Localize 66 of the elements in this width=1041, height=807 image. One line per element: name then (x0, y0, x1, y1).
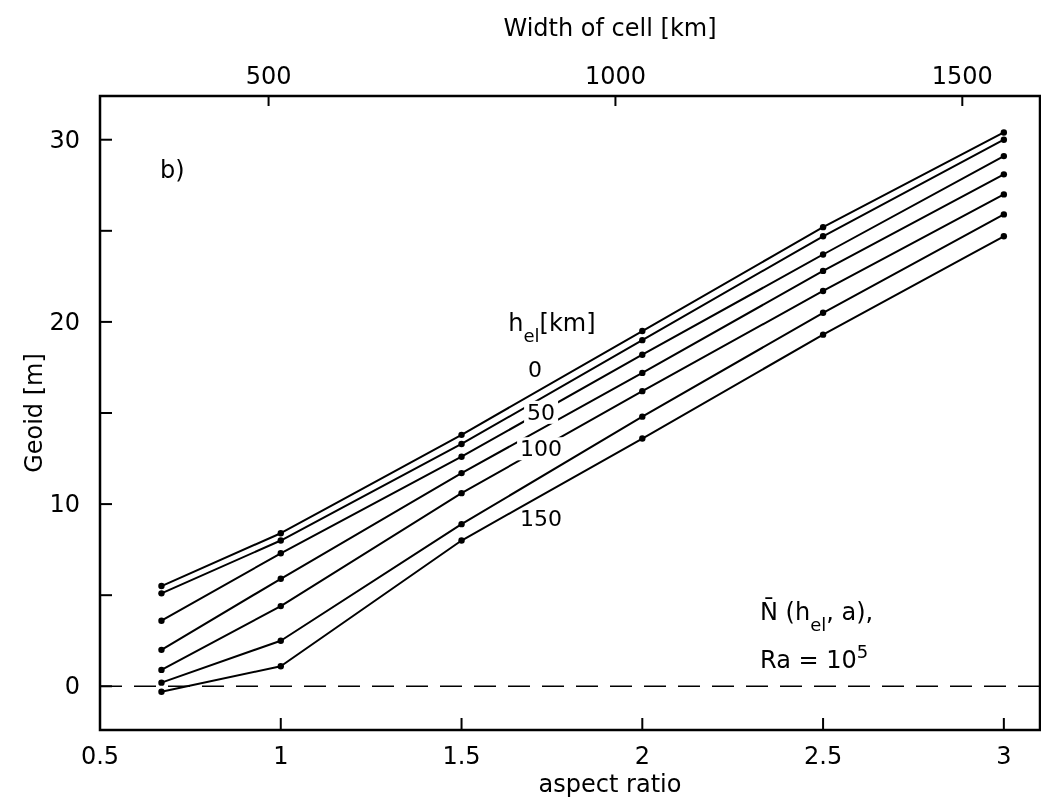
legend-title: h$_{el}$[km] (508, 309, 596, 346)
point (158, 590, 165, 597)
x2-axis-title: Width of cell [km] (503, 14, 717, 42)
point (158, 679, 165, 686)
point (639, 413, 646, 420)
x2-tick-label: 1500 (931, 62, 993, 90)
point (458, 440, 465, 448)
point (158, 582, 165, 590)
point (1000, 211, 1008, 218)
point (819, 287, 827, 295)
series-label: 100 (520, 436, 563, 462)
point (458, 489, 465, 497)
point (458, 520, 465, 528)
point (819, 251, 827, 258)
point (158, 617, 165, 624)
x2-tick-label: 1000 (584, 62, 646, 90)
point (819, 331, 827, 338)
series-label: 50 (527, 399, 556, 425)
point (1000, 191, 1008, 198)
point (458, 469, 465, 477)
x-tick-label: 1.5 (442, 742, 481, 770)
x-tick-label: 3 (996, 742, 1012, 770)
point (458, 431, 465, 439)
point (819, 233, 827, 240)
y-tick-label: 0 (64, 672, 80, 701)
point (277, 530, 284, 537)
x-tick-label: 1 (273, 742, 289, 770)
point (277, 602, 284, 610)
point (819, 223, 827, 231)
y-axis-title: Geoid [m] (20, 353, 48, 473)
point (158, 688, 165, 695)
series-label: 0 (528, 357, 543, 383)
point (1000, 233, 1008, 240)
annotation: N̄ (h$_{el}$, a), (760, 596, 874, 635)
point (639, 435, 646, 442)
point (639, 387, 646, 395)
y-tick-label: 20 (49, 307, 80, 336)
point (158, 666, 165, 674)
point (1000, 171, 1008, 178)
point (819, 309, 827, 316)
y-tick-label: 30 (49, 125, 80, 154)
x-tick-label: 2.5 (803, 742, 843, 770)
point (1000, 136, 1008, 143)
series-label: 150 (520, 505, 563, 531)
point (277, 550, 284, 557)
point (277, 637, 284, 644)
point (458, 537, 465, 544)
point (639, 351, 646, 358)
point (158, 646, 165, 654)
point (277, 663, 284, 670)
x2-tick-label: 500 (245, 62, 292, 90)
x-axis-title: aspect ratio (538, 770, 682, 798)
point (639, 327, 646, 335)
point (277, 537, 284, 544)
x-tick-label: 0.5 (80, 742, 120, 770)
annotation: b) (160, 156, 185, 184)
y-tick-label: 10 (49, 490, 80, 519)
point (458, 453, 465, 460)
point (1000, 152, 1008, 160)
annotation: Ra = 10$^{5}$ (760, 640, 869, 674)
point (819, 267, 827, 275)
point (639, 369, 646, 377)
x-tick-label: 2 (634, 742, 650, 770)
point (1000, 129, 1008, 136)
point (277, 575, 284, 582)
point (639, 336, 646, 344)
